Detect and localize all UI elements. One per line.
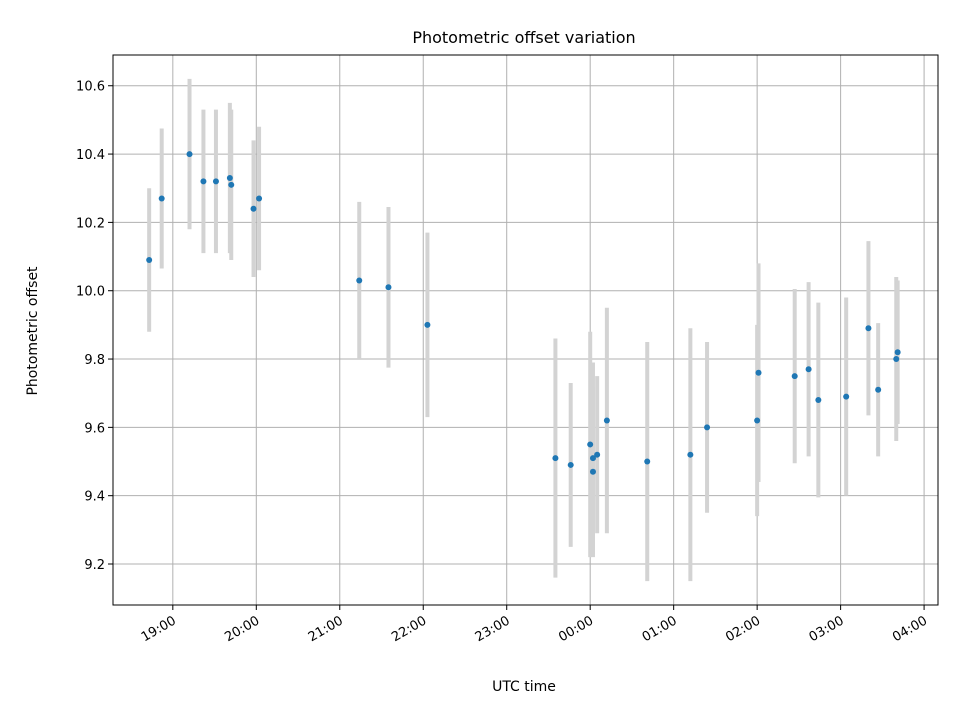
data-point: [256, 195, 263, 202]
data-point: [146, 256, 153, 263]
data-point: [603, 417, 610, 424]
x-axis-label: UTC time: [492, 679, 556, 695]
plot-frame: [112, 54, 939, 606]
data-point: [356, 277, 363, 284]
data-point: [567, 461, 574, 468]
data-point: [791, 373, 798, 380]
chart-title: Photometric offset variation: [412, 28, 635, 47]
data-point: [843, 393, 850, 400]
data-point: [894, 349, 901, 356]
data-point: [552, 455, 559, 462]
data-point: [589, 468, 596, 475]
data-point: [875, 386, 882, 393]
data-point: [250, 205, 257, 212]
y-tick-label: 10.2: [76, 216, 105, 231]
data-point: [893, 356, 900, 363]
y-tick-label: 9.6: [84, 421, 105, 436]
data-point: [226, 174, 233, 181]
y-tick-label: 9.2: [84, 558, 105, 573]
data-point: [424, 321, 431, 328]
data-point: [687, 451, 694, 458]
data-point: [158, 195, 165, 202]
data-point: [385, 284, 392, 291]
data-point: [704, 424, 711, 431]
data-point: [805, 366, 812, 373]
y-tick-label: 9.4: [84, 490, 105, 505]
y-tick-label: 10.0: [76, 285, 105, 300]
y-tick-label: 9.8: [84, 353, 105, 368]
y-axis-label: Photometric offset: [25, 266, 41, 396]
data-points: [146, 151, 901, 475]
data-point: [186, 151, 193, 158]
y-tick-label: 10.4: [76, 148, 105, 163]
data-point: [589, 455, 596, 462]
data-point: [587, 441, 594, 448]
y-tick-label: 10.6: [76, 80, 105, 95]
data-point: [865, 325, 872, 332]
y-axis-ticks: 9.2 9.4 9.6 9.8 10.0 10.2 10.4 10.6: [76, 80, 113, 573]
data-point: [200, 178, 207, 185]
data-point: [228, 181, 235, 188]
data-point: [212, 178, 219, 185]
data-point: [755, 369, 762, 376]
data-point: [815, 397, 822, 404]
data-point: [644, 458, 651, 465]
data-point: [754, 417, 761, 424]
data-point: [594, 451, 601, 458]
grid-lines: [113, 55, 938, 605]
